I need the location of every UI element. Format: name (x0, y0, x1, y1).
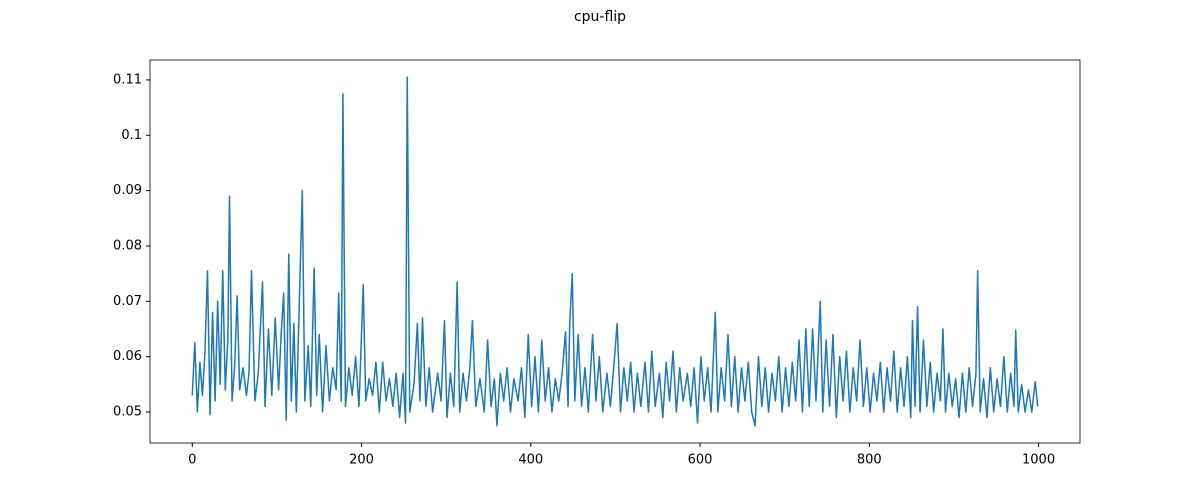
y-tick-label: 0.05 (113, 405, 142, 420)
chart-title: cpu-flip (574, 9, 626, 25)
y-tick-label: 0.1 (121, 128, 142, 143)
x-tick-label: 800 (857, 453, 882, 468)
axes-frame (149, 59, 1081, 444)
y-tick-label: 0.09 (113, 183, 142, 198)
x-tick-label: 1000 (1022, 453, 1055, 468)
x-tick-label: 600 (688, 453, 713, 468)
x-tick-label: 0 (188, 453, 196, 468)
data-line (191, 76, 1039, 427)
y-tick-label: 0.07 (113, 294, 142, 309)
x-tick-label: 400 (518, 453, 543, 468)
y-tick-label: 0.06 (113, 349, 142, 364)
x-tick-label: 200 (349, 453, 374, 468)
y-tick-label: 0.11 (113, 72, 142, 87)
y-tick-label: 0.08 (113, 238, 142, 253)
